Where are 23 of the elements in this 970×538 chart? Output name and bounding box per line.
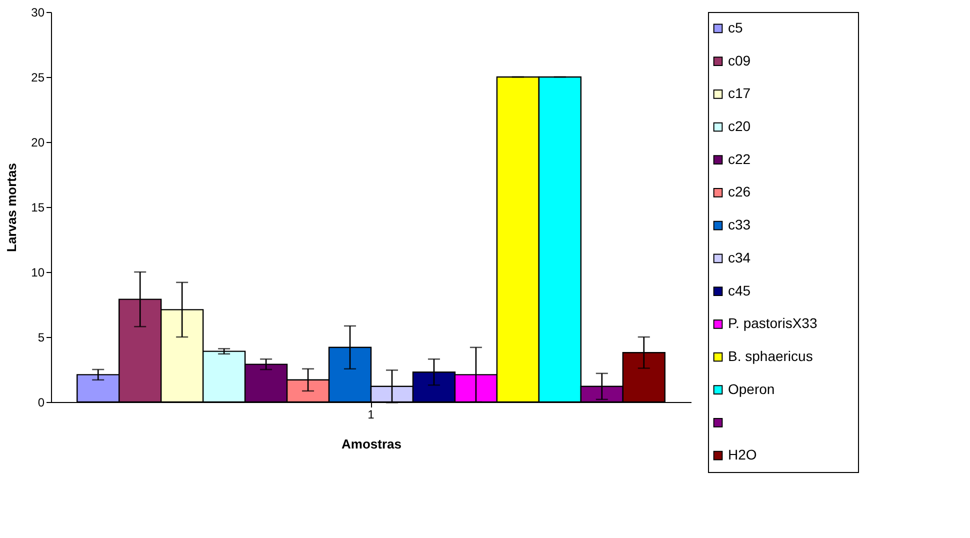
legend-label: c22 bbox=[728, 150, 751, 167]
legend-label: c5 bbox=[728, 19, 743, 36]
x-tick-label: 1 bbox=[368, 408, 375, 422]
legend-label: c45 bbox=[728, 282, 751, 298]
legend-label: c09 bbox=[728, 52, 751, 68]
y-tick-label: 15 bbox=[31, 200, 45, 214]
x-axis-title: Amostras bbox=[342, 436, 402, 452]
legend-label: c33 bbox=[728, 216, 751, 233]
legend-label: c17 bbox=[728, 85, 751, 102]
y-tick-label: 0 bbox=[38, 396, 45, 410]
y-tick-label: 25 bbox=[31, 70, 45, 84]
legend-label: P. pastorisX33 bbox=[728, 315, 818, 332]
y-axis-title: Larvas mortas bbox=[4, 163, 20, 252]
legend-label: c20 bbox=[728, 118, 751, 134]
legend-label: c26 bbox=[728, 184, 751, 200]
y-tick-label: 20 bbox=[31, 136, 45, 150]
y-tick-label: 5 bbox=[38, 330, 45, 344]
legend-label: c34 bbox=[728, 249, 751, 266]
y-tick-label: 10 bbox=[31, 266, 45, 280]
legend-label: Operon bbox=[728, 380, 775, 397]
legend-label: B. sphaericus bbox=[728, 348, 813, 364]
y-tick-label: 30 bbox=[31, 6, 45, 20]
legend-label: H2O bbox=[728, 446, 757, 463]
